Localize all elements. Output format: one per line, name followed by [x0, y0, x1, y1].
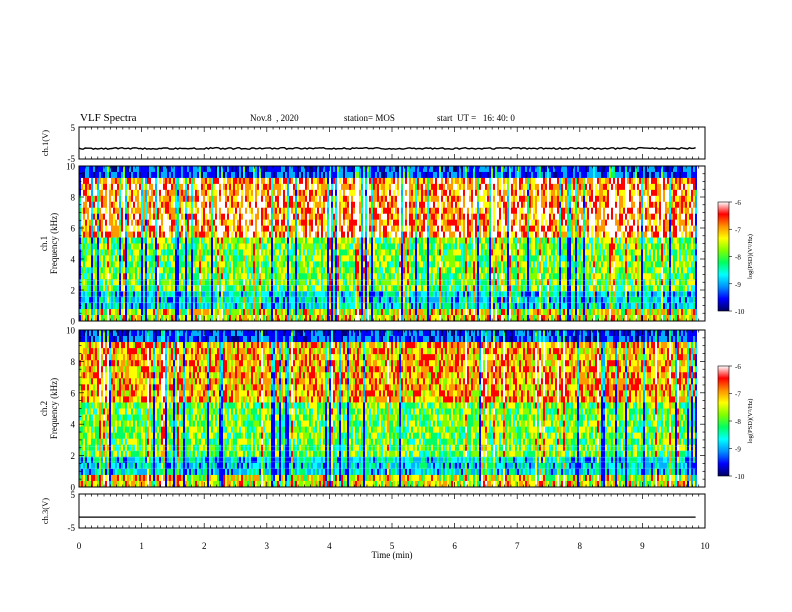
y-axis-label: ch.1(V) [40, 130, 50, 156]
x-tick-label: 10 [701, 541, 711, 551]
y-tick-label: 0 [71, 483, 76, 493]
date-label: Nov.8 , 2020 [250, 113, 299, 123]
x-tick-label: 9 [640, 541, 645, 551]
ch2-spectrogram-image [79, 330, 697, 488]
y-tick-label: -5 [68, 523, 76, 533]
start-time-label: start UT = 16: 40: 0 [437, 113, 515, 123]
colorbar-tick-label: -10 [735, 308, 745, 316]
colorbar [717, 365, 730, 477]
y-tick-label: 5 [71, 123, 76, 133]
colorbar [717, 201, 730, 312]
y-tick-label: 4 [71, 255, 76, 265]
colorbar-tick-label: -10 [735, 473, 745, 481]
y-tick-label: 5 [71, 490, 76, 500]
y-axis-label-line2: Frequency (kHz) [49, 213, 59, 274]
x-tick-label: 8 [578, 541, 583, 551]
y-tick-label: 10 [66, 162, 76, 172]
colorbar-label: log(PSD)(V²/Hz) [747, 234, 754, 279]
x-tick-label: 7 [515, 541, 520, 551]
x-axis-label: Time (min) [372, 550, 413, 560]
y-tick-label: 2 [71, 451, 76, 461]
x-tick-label: 2 [202, 541, 207, 551]
colorbar-tick-label: -6 [735, 199, 741, 207]
x-tick-label: 1 [139, 541, 144, 551]
x-tick-label: 4 [327, 541, 332, 551]
y-tick-label: 8 [71, 193, 76, 203]
y-tick-label: 2 [71, 286, 76, 296]
colorbar-tick-label: -7 [735, 226, 741, 234]
ch1-spectrogram-image [79, 166, 697, 322]
colorbar-tick-label: -9 [735, 281, 741, 289]
waveform-trace [78, 146, 696, 151]
y-tick-label: 0 [71, 317, 76, 327]
colorbar-label: log(PSD)(V²/Hz) [747, 399, 754, 444]
colorbar-tick-label: -8 [735, 254, 741, 262]
x-tick-label: 6 [452, 541, 457, 551]
y-axis-label: ch.3(V) [40, 498, 50, 524]
colorbar-tick-label: -8 [735, 418, 741, 426]
colorbar-tick-label: -6 [735, 363, 741, 371]
y-tick-label: -5 [68, 154, 76, 164]
x-tick-label: 0 [77, 541, 82, 551]
ch1-waveform [78, 146, 696, 151]
y-tick-label: 6 [71, 224, 76, 234]
colorbar-tick-label: -7 [735, 391, 741, 399]
panel-frame [78, 493, 706, 529]
figure-title: VLF Spectra [80, 112, 137, 124]
y-tick-label: 6 [71, 388, 76, 398]
station-label: station= MOS [344, 113, 395, 123]
y-axis-label: ch.2Frequency (kHz) [39, 378, 59, 439]
colorbar-tick-label: -9 [735, 446, 741, 454]
y-axis-label-line2: Frequency (kHz) [49, 378, 59, 439]
y-axis-label-line1: ch.2 [39, 401, 49, 416]
x-tick-label: 3 [265, 541, 270, 551]
x-tick-label: 5 [390, 541, 395, 551]
y-tick-label: 4 [71, 420, 76, 430]
y-axis-label: ch.1Frequency (kHz) [39, 213, 59, 274]
y-tick-label: 8 [71, 357, 76, 367]
y-axis-label-line1: ch.1 [39, 236, 49, 251]
y-tick-label: 10 [66, 326, 76, 336]
